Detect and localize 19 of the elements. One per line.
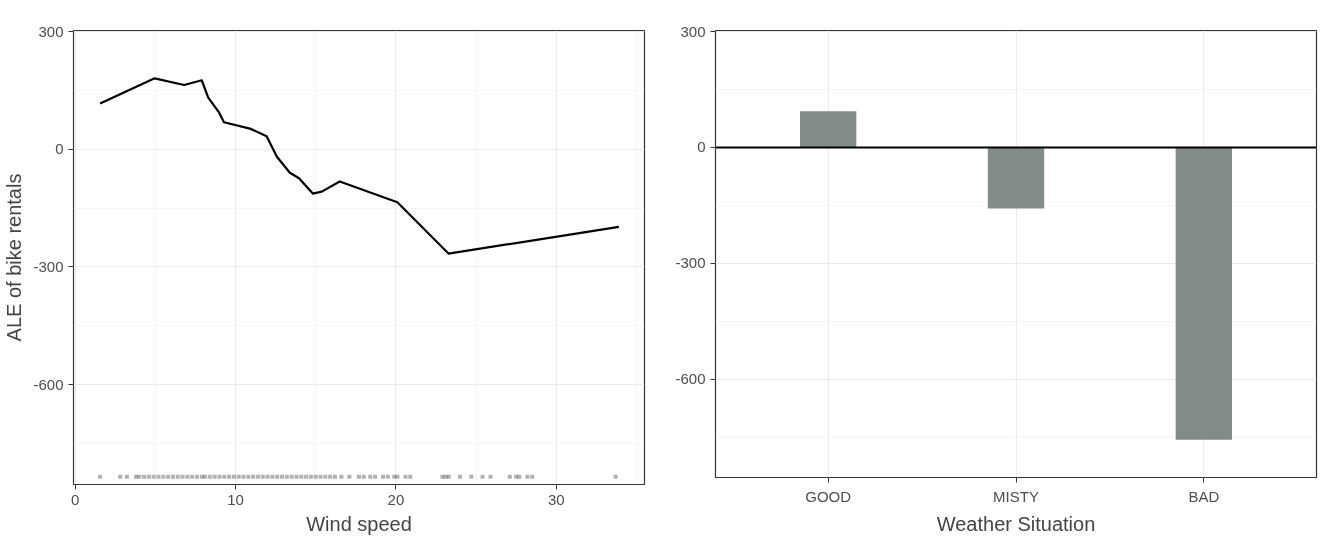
x-tick-label: BAD [1188, 487, 1220, 505]
x-tick-label: 30 [547, 490, 565, 508]
y-tick-label: -300 [33, 257, 64, 275]
x-tick-label: MISTY [993, 487, 1039, 505]
y-axis-title: ALE of bike rentals [3, 173, 26, 342]
line-series [99, 77, 620, 255]
y-tick-label: 300 [38, 22, 64, 40]
x-tick-label: GOOD [805, 487, 852, 505]
x-axis-title: Weather Situation [936, 512, 1096, 535]
x-tick-label: 0 [70, 490, 80, 508]
y-tick-label: 0 [55, 140, 64, 158]
y-tick-label: -600 [675, 370, 706, 388]
x-tick-label: 10 [227, 490, 244, 508]
x-tick-label: 20 [387, 490, 405, 508]
y-tick-label: 300 [680, 22, 706, 40]
x-axis-title: Wind speed [306, 512, 412, 535]
y-tick-label: 0 [697, 138, 706, 156]
y-tick-label: -600 [33, 375, 64, 393]
y-tick-label: -300 [675, 254, 706, 272]
